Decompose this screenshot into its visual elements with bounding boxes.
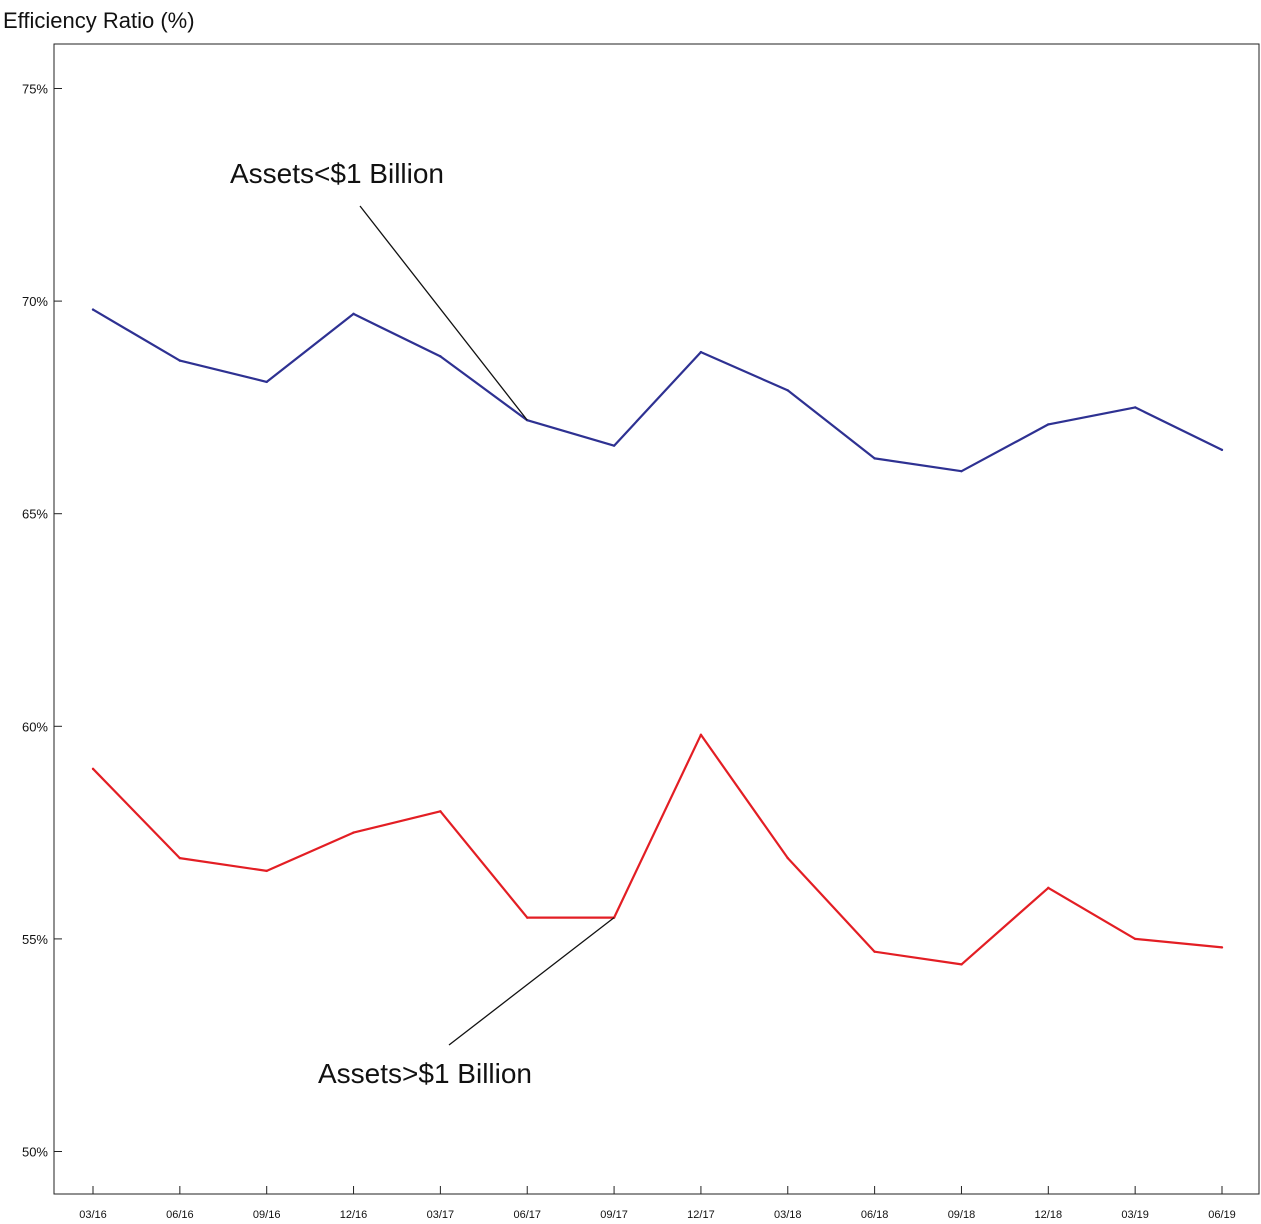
x-tick-label: 03/18 xyxy=(774,1209,802,1221)
data-point xyxy=(526,916,529,919)
data-point xyxy=(178,856,182,860)
data-point xyxy=(1047,886,1050,890)
data-point xyxy=(786,856,789,860)
data-point xyxy=(352,312,355,316)
annotation-leader-line xyxy=(448,917,615,1046)
data-point xyxy=(91,767,95,771)
annotation-leader-line xyxy=(359,205,528,421)
annotations: Assets<$1 Billion Assets>$1 Billion xyxy=(230,158,615,1089)
x-tick-label: 09/16 xyxy=(253,1209,281,1221)
series-lines xyxy=(91,308,1224,966)
chart-title: Efficiency Ratio (%) xyxy=(3,8,195,33)
x-tick-label: 12/17 xyxy=(687,1209,715,1221)
y-tick-label: 70% xyxy=(22,294,48,309)
data-point xyxy=(960,963,963,966)
data-point xyxy=(352,831,355,834)
data-point xyxy=(612,444,616,447)
y-tick-label: 60% xyxy=(22,719,48,734)
x-tick-label: 06/19 xyxy=(1208,1209,1236,1221)
x-tick-label: 09/18 xyxy=(948,1209,976,1221)
data-point xyxy=(439,355,442,358)
plot-area-frame xyxy=(53,43,1260,1195)
data-point xyxy=(1220,946,1224,949)
data-point xyxy=(786,389,789,392)
data-point xyxy=(873,457,876,460)
y-tick-label: 65% xyxy=(22,507,48,522)
data-point xyxy=(699,350,703,354)
x-tick-label: 12/16 xyxy=(340,1209,368,1221)
x-tick-label: 09/17 xyxy=(600,1209,628,1221)
series-line-0 xyxy=(92,308,1223,473)
annotation-label: Assets>$1 Billion xyxy=(318,1058,532,1089)
x-axis: 03/16 06/16 09/16 12/16 03/17 06/17 09/17 12/17… xyxy=(79,1186,1236,1221)
data-point xyxy=(699,733,703,737)
y-tick-label: 50% xyxy=(22,1145,48,1160)
x-tick-label: 06/16 xyxy=(166,1209,194,1221)
data-point xyxy=(873,950,876,953)
x-tick-label: 03/16 xyxy=(79,1209,107,1221)
data-point xyxy=(265,869,268,873)
data-point xyxy=(1133,406,1137,409)
data-point xyxy=(960,469,963,473)
x-tick-label: 12/18 xyxy=(1035,1209,1063,1221)
series-line-1 xyxy=(92,733,1223,966)
x-tick-label: 06/18 xyxy=(861,1209,889,1221)
y-tick-label: 55% xyxy=(22,932,48,947)
data-point xyxy=(178,359,182,362)
data-point xyxy=(91,308,95,311)
data-point xyxy=(1047,423,1050,426)
x-tick-label: 06/17 xyxy=(513,1209,541,1221)
annotation-label: Assets<$1 Billion xyxy=(230,158,444,189)
data-point xyxy=(439,810,442,813)
x-tick-label: 03/17 xyxy=(427,1209,455,1221)
data-point xyxy=(1133,937,1137,941)
x-tick-label: 03/19 xyxy=(1121,1209,1149,1221)
data-point xyxy=(1220,448,1224,452)
y-axis: 50% 55% 60% 65% 70% 75% xyxy=(22,82,62,1160)
y-tick-label: 75% xyxy=(22,82,48,97)
data-point xyxy=(265,380,268,384)
